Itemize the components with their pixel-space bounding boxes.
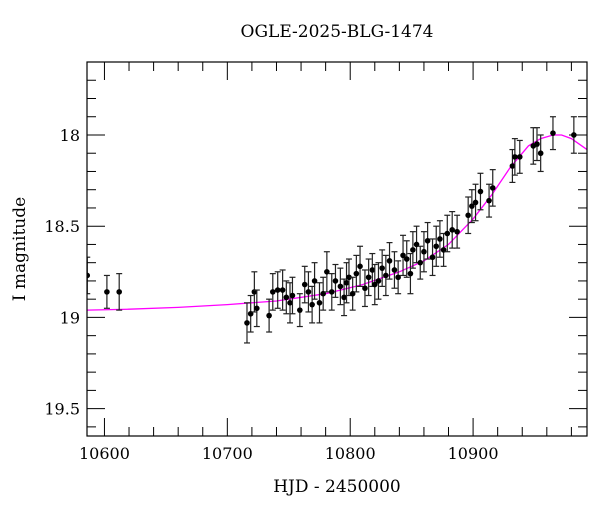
data-point (391, 267, 398, 273)
data-point (477, 188, 484, 195)
data-point (371, 281, 378, 288)
axes-frame (86, 61, 588, 437)
data-point (410, 247, 416, 253)
data-point (116, 289, 122, 295)
data-point (537, 150, 544, 157)
data-point (400, 252, 406, 259)
data-point (395, 274, 401, 281)
data-point (429, 254, 436, 261)
data-point (512, 154, 518, 160)
data-point (437, 236, 443, 242)
data-point (489, 185, 496, 191)
data-point (433, 243, 440, 250)
data-point (365, 274, 372, 281)
data-point (274, 287, 281, 293)
data-point (375, 278, 382, 284)
data-point (369, 267, 376, 273)
y-tick-label: 19 (60, 308, 80, 327)
x-tick-label: 10800 (325, 444, 376, 463)
data-point (87, 272, 91, 279)
data-point (287, 300, 293, 306)
data-point (353, 270, 360, 277)
data-point (311, 278, 318, 284)
data-point (309, 301, 315, 308)
x-tick-label: 10600 (79, 444, 130, 463)
data-point (266, 312, 272, 319)
data-point (279, 287, 286, 293)
data-point (407, 270, 414, 277)
data-point (362, 285, 368, 292)
data-point (297, 307, 303, 313)
data-point (383, 272, 389, 279)
data-point (332, 278, 339, 284)
data-point (343, 279, 350, 286)
data-point (417, 259, 424, 266)
data-point (244, 320, 250, 326)
data-point (550, 130, 556, 136)
data-point (472, 199, 479, 206)
data-point (341, 294, 347, 301)
data-point (254, 305, 260, 312)
data-point (449, 227, 456, 233)
data-point (444, 230, 451, 237)
data-point (324, 269, 330, 275)
tick-labels: 10600 10700 10800 10900 18 18.5 19 19.5 (44, 126, 498, 463)
data-point (316, 300, 323, 306)
data-point (289, 292, 296, 299)
data-point (357, 263, 363, 270)
data-point (509, 163, 516, 169)
data-point (424, 237, 431, 244)
data-point (386, 258, 393, 264)
data-point (305, 289, 312, 295)
x-axis-label: HJD - 2450000 (273, 477, 401, 497)
data-point (421, 248, 427, 255)
data-point (283, 294, 290, 301)
y-axis-label: I magnitude (10, 196, 30, 302)
data-point (269, 289, 276, 295)
data-point (469, 203, 475, 209)
chart-title: OGLE-2025-BLG-1474 (240, 22, 434, 42)
x-tick-label: 10900 (448, 444, 499, 463)
data-point (379, 265, 385, 271)
data-point (403, 256, 410, 262)
data-point (516, 154, 523, 160)
y-tick-label: 18 (60, 126, 80, 145)
data-point (534, 141, 540, 147)
data-point (346, 274, 352, 281)
y-tick-label: 19.5 (44, 400, 80, 419)
data-point (465, 212, 471, 219)
data-points (87, 116, 577, 344)
y-tick-label: 18.5 (44, 217, 80, 236)
data-point (337, 283, 344, 290)
data-point (104, 289, 110, 295)
data-point (301, 281, 308, 288)
x-tick-label: 10700 (202, 444, 253, 463)
data-point (454, 228, 460, 235)
data-point (486, 197, 492, 204)
data-point (328, 289, 335, 295)
